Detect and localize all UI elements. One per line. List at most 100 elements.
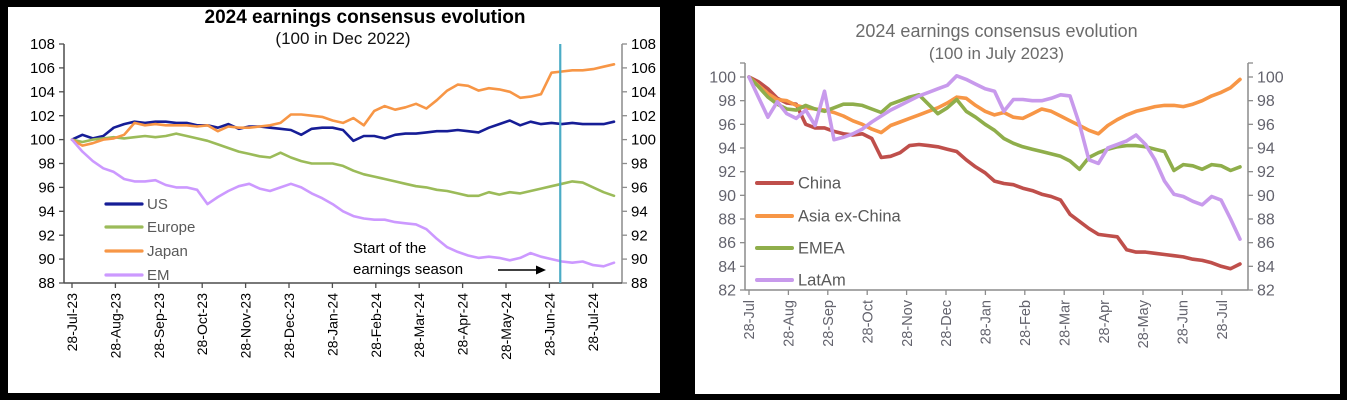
series-us <box>70 119 616 143</box>
arrow-head-icon <box>536 265 546 275</box>
y-tick-label: 96 <box>1257 117 1275 134</box>
x-tick-label: 28-Aug-23 <box>107 293 123 359</box>
y-tick-label: 84 <box>1257 259 1275 276</box>
y-tick-label: 96 <box>38 180 55 197</box>
x-tick-label: 28-Jul-24 <box>585 293 601 352</box>
y-tick-label: 84 <box>718 259 736 276</box>
y-tick-label: 102 <box>631 108 656 125</box>
x-tick-label: 28-Oct-23 <box>194 293 210 355</box>
x-tick-label: 28-Apr-24 <box>455 293 471 355</box>
x-tick-label: 28-Oct <box>860 300 876 344</box>
y-tick-label: 90 <box>1257 188 1275 205</box>
y-tick-label: 98 <box>38 156 55 173</box>
x-tick-label: 28-Sep <box>821 300 837 347</box>
series-japan <box>70 62 616 147</box>
x-tick-label: 28-Dec-23 <box>281 293 297 359</box>
series-europe <box>70 132 616 198</box>
y-tick-label: 104 <box>631 84 656 101</box>
y-tick-label: 88 <box>718 211 736 228</box>
legend-label: EMEA <box>798 240 845 258</box>
y-tick-label: 82 <box>718 282 736 299</box>
y-tick-label: 90 <box>38 251 55 268</box>
x-tick-label: 28-Jan <box>979 300 995 344</box>
series-latam <box>747 74 1242 241</box>
y-tick-label: 100 <box>1257 69 1284 86</box>
x-tick-label: 28-Mar-24 <box>411 293 427 358</box>
y-tick-label: 92 <box>718 164 736 181</box>
series-asia-ex-china <box>747 75 1242 136</box>
y-tick-label: 94 <box>38 203 55 220</box>
x-tick-label: 28-Aug <box>782 300 798 347</box>
y-tick-label: 100 <box>631 132 656 149</box>
series-lines <box>747 74 1242 271</box>
x-tick-label: 28-Jul <box>1215 300 1231 340</box>
series-emea <box>747 75 1242 173</box>
x-tick-label: 28-Nov <box>900 299 916 346</box>
y-tick-label: 100 <box>30 132 55 149</box>
series-lines <box>70 62 616 268</box>
y-tick-label: 106 <box>30 60 55 77</box>
y-tick-label: 92 <box>38 227 55 244</box>
axes <box>740 62 1253 295</box>
x-tick-label: 28-Jun-24 <box>541 293 557 356</box>
chart-title-left: 2024 earnings consensus evolution <box>204 7 526 28</box>
y-tick-label: 94 <box>1257 140 1275 157</box>
y-tick-label: 88 <box>1257 211 1275 228</box>
legend: US Europe Japan EM <box>104 196 195 284</box>
legend-label: US <box>147 196 168 213</box>
x-tick-label: 28-Nov-23 <box>238 293 254 359</box>
tick-labels: 88 88 90 90 92 92 94 94 96 96 98 98 100 100 102 102 104 1… <box>30 36 656 360</box>
y-tick-label: 98 <box>1257 93 1275 110</box>
y-tick-label: 94 <box>631 203 648 220</box>
x-tick-label: 28-Jun <box>1176 300 1192 344</box>
legend-label: LatAm <box>798 272 846 290</box>
x-tick-label: 28-Apr <box>1097 300 1113 344</box>
legend-label: Asia ex-China <box>798 208 902 226</box>
y-tick-label: 108 <box>30 36 55 53</box>
legend: China Asia ex-China EMEA LatAm <box>755 175 902 290</box>
x-tick-label: 28-May <box>1136 299 1152 348</box>
chart-title-right: 2024 earnings consensus evolution <box>855 21 1138 41</box>
line-chart-left: 88 88 90 90 92 92 94 94 96 96 98 98 100 100 102 102 104 1… <box>30 36 656 360</box>
y-tick-label: 100 <box>709 69 736 86</box>
y-tick-label: 104 <box>30 84 55 101</box>
x-tick-label: 28-Mar <box>1057 300 1073 346</box>
y-tick-label: 96 <box>718 117 736 134</box>
y-tick-label: 92 <box>1257 164 1275 181</box>
annotation-text: earnings season <box>353 261 463 278</box>
legend-label: Europe <box>147 219 195 236</box>
y-tick-label: 94 <box>718 140 736 157</box>
legend-label: EM <box>147 267 170 284</box>
chart-panel-right: 2024 earnings consensus evolution (100 i… <box>695 6 1340 394</box>
x-tick-label: 28-May-24 <box>498 293 514 360</box>
y-tick-label: 96 <box>631 180 648 197</box>
y-tick-label: 82 <box>1257 282 1275 299</box>
x-tick-label: 28-Feb <box>1018 300 1034 346</box>
legend-label: China <box>798 175 842 193</box>
chart-subtitle-left: (100 in Dec 2022) <box>275 29 411 48</box>
y-tick-label: 90 <box>631 251 648 268</box>
series-em <box>70 138 616 268</box>
y-tick-label: 98 <box>631 156 648 173</box>
x-tick-label: 28-Sep-23 <box>151 293 167 359</box>
legend-label: Japan <box>147 243 188 260</box>
line-chart-right: 82 82 84 84 86 86 88 88 90 90 92 92 94 94 96 96 98 98 100 1… <box>709 62 1284 348</box>
axes <box>59 43 627 288</box>
y-tick-label: 108 <box>631 36 656 53</box>
y-tick-label: 88 <box>631 275 648 292</box>
x-tick-label: 28-Feb-24 <box>368 293 384 358</box>
y-tick-label: 86 <box>718 235 736 252</box>
tick-labels: 82 82 84 84 86 86 88 88 90 90 92 92 94 94 96 96 98 98 100 1… <box>709 69 1284 348</box>
y-tick-label: 88 <box>38 275 55 292</box>
y-tick-label: 98 <box>718 93 736 110</box>
y-tick-label: 102 <box>30 108 55 125</box>
x-tick-label: 28-Dec <box>939 300 955 347</box>
y-tick-label: 92 <box>631 227 648 244</box>
y-tick-label: 90 <box>718 188 736 205</box>
x-tick-label: 28-Jan-24 <box>324 293 340 356</box>
annotation: Start of the earnings season <box>353 240 546 278</box>
x-tick-label: 28-Jul <box>742 300 758 340</box>
y-tick-label: 106 <box>631 60 656 77</box>
chart-subtitle-right: (100 in July 2023) <box>928 44 1065 63</box>
